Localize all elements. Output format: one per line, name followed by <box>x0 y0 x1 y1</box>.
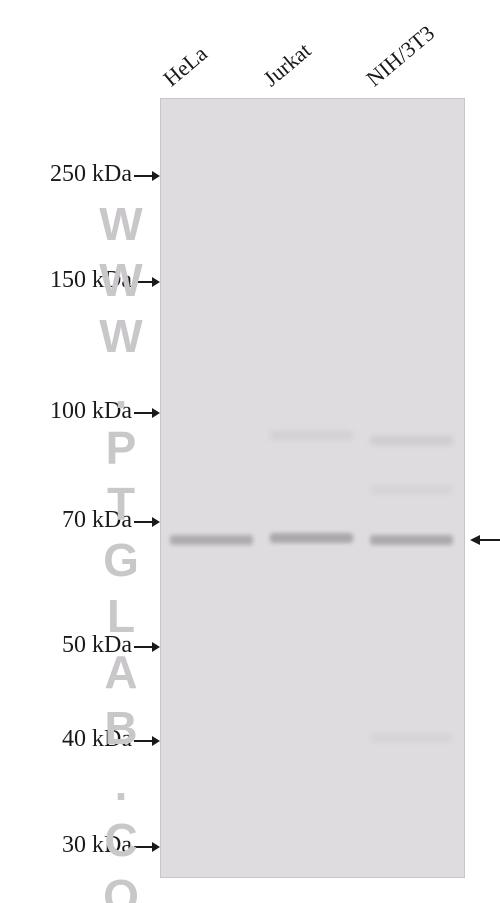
watermark-text: WWW.PTGLAB.COM <box>94 198 148 903</box>
target-band-arrow-icon <box>470 532 500 553</box>
mw-marker-arrow-icon <box>134 839 160 860</box>
lane-label: HeLa <box>158 41 212 92</box>
lane-label: NIH/3T3 <box>361 20 439 92</box>
mw-marker-label: 150 kDa <box>50 267 132 294</box>
protein-band <box>370 436 453 445</box>
protein-band <box>370 486 453 494</box>
mw-marker-label: 40 kDa <box>62 726 132 753</box>
protein-band <box>270 431 353 440</box>
mw-marker-label: 30 kDa <box>62 832 132 859</box>
mw-marker-arrow-icon <box>134 274 160 295</box>
mw-marker-arrow-icon <box>134 514 160 535</box>
protein-band <box>370 734 453 742</box>
mw-marker-label: 100 kDa <box>50 398 132 425</box>
protein-band <box>270 533 353 543</box>
protein-band <box>370 535 453 545</box>
mw-marker-arrow-icon <box>134 733 160 754</box>
mw-marker-label: 50 kDa <box>62 632 132 659</box>
western-blot-figure: HeLa Jurkat NIH/3T3 250 kDa 150 kDa 100 kDa 7… <box>0 0 500 903</box>
mw-marker-label: 70 kDa <box>62 507 132 534</box>
mw-marker-arrow-icon <box>134 168 160 189</box>
lane-label: Jurkat <box>258 38 316 92</box>
mw-marker-label: 250 kDa <box>50 161 132 188</box>
protein-band <box>170 535 253 545</box>
mw-marker-arrow-icon <box>134 405 160 426</box>
mw-marker-arrow-icon <box>134 639 160 660</box>
